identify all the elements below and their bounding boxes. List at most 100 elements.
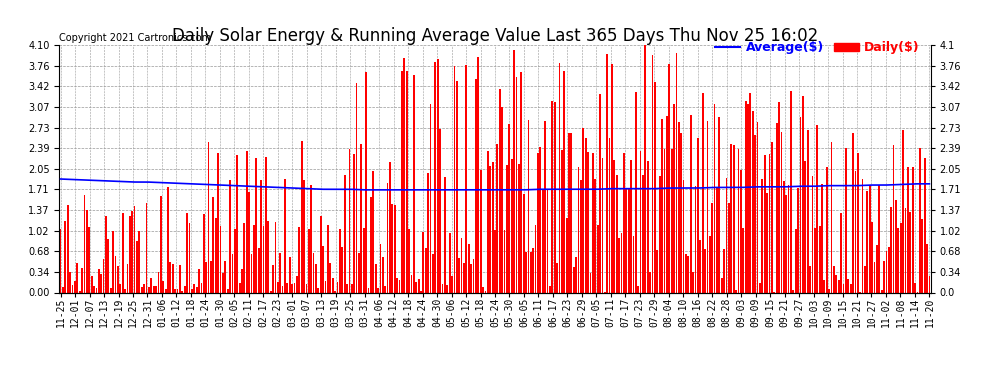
Bar bbox=[709, 236, 711, 292]
Bar bbox=[697, 138, 699, 292]
Bar bbox=[618, 238, 620, 292]
Bar bbox=[580, 180, 582, 292]
Bar bbox=[253, 225, 254, 292]
Bar bbox=[728, 204, 730, 292]
Bar bbox=[162, 281, 164, 292]
Bar bbox=[337, 282, 339, 292]
Bar bbox=[396, 278, 398, 292]
Bar bbox=[169, 262, 171, 292]
Bar bbox=[428, 172, 429, 292]
Bar bbox=[301, 141, 303, 292]
Bar bbox=[98, 269, 100, 292]
Bar bbox=[845, 148, 846, 292]
Bar bbox=[551, 101, 553, 292]
Bar bbox=[721, 278, 723, 292]
Bar bbox=[922, 219, 923, 292]
Bar bbox=[805, 161, 806, 292]
Bar bbox=[127, 264, 129, 292]
Bar bbox=[174, 288, 176, 292]
Bar bbox=[244, 223, 246, 292]
Bar bbox=[442, 284, 444, 292]
Bar bbox=[716, 187, 718, 292]
Bar bbox=[257, 249, 259, 292]
Bar bbox=[76, 263, 78, 292]
Bar bbox=[871, 222, 873, 292]
Bar bbox=[370, 197, 372, 292]
Bar bbox=[358, 253, 359, 292]
Bar bbox=[320, 216, 322, 292]
Bar bbox=[134, 206, 136, 292]
Bar bbox=[456, 81, 457, 292]
Bar bbox=[234, 229, 236, 292]
Bar bbox=[220, 226, 222, 292]
Bar bbox=[124, 290, 126, 292]
Bar bbox=[335, 291, 336, 292]
Bar bbox=[671, 149, 672, 292]
Bar bbox=[699, 240, 701, 292]
Bar bbox=[633, 236, 635, 292]
Bar bbox=[188, 223, 190, 292]
Bar bbox=[384, 286, 386, 292]
Bar bbox=[841, 213, 842, 292]
Bar bbox=[516, 77, 518, 292]
Bar bbox=[900, 223, 902, 292]
Bar bbox=[890, 207, 892, 292]
Bar bbox=[744, 101, 746, 292]
Bar bbox=[504, 230, 506, 292]
Bar bbox=[521, 72, 522, 292]
Bar bbox=[643, 175, 644, 292]
Bar bbox=[644, 45, 646, 292]
Bar bbox=[272, 266, 274, 292]
Bar bbox=[372, 171, 374, 292]
Bar bbox=[186, 213, 188, 292]
Bar bbox=[614, 160, 615, 292]
Bar bbox=[282, 285, 283, 292]
Bar bbox=[924, 158, 926, 292]
Bar bbox=[482, 287, 484, 292]
Bar bbox=[631, 160, 632, 292]
Bar bbox=[108, 239, 109, 292]
Bar bbox=[852, 133, 854, 292]
Bar bbox=[838, 279, 840, 292]
Bar bbox=[458, 258, 460, 292]
Bar bbox=[742, 228, 744, 292]
Bar bbox=[766, 193, 768, 292]
Bar bbox=[201, 283, 202, 292]
Bar bbox=[893, 145, 895, 292]
Bar bbox=[348, 149, 350, 292]
Bar bbox=[910, 212, 911, 292]
Bar bbox=[62, 287, 64, 292]
Bar bbox=[509, 124, 510, 292]
Bar bbox=[480, 170, 481, 292]
Bar bbox=[83, 195, 85, 292]
Bar bbox=[492, 162, 493, 292]
Bar bbox=[792, 290, 794, 292]
Bar bbox=[367, 288, 369, 292]
Bar bbox=[484, 291, 486, 292]
Bar bbox=[420, 291, 422, 292]
Bar bbox=[513, 50, 515, 292]
Bar bbox=[565, 217, 567, 292]
Bar bbox=[375, 264, 376, 292]
Bar bbox=[346, 284, 347, 292]
Bar bbox=[826, 167, 828, 292]
Bar bbox=[448, 233, 450, 292]
Bar bbox=[308, 229, 310, 292]
Bar bbox=[926, 244, 928, 292]
Bar bbox=[79, 291, 80, 292]
Bar bbox=[418, 279, 420, 292]
Bar bbox=[668, 64, 670, 292]
Bar bbox=[929, 276, 931, 292]
Bar bbox=[833, 266, 835, 292]
Bar bbox=[518, 164, 520, 292]
Bar bbox=[451, 276, 453, 292]
Bar bbox=[59, 229, 61, 292]
Bar bbox=[318, 288, 319, 292]
Bar bbox=[731, 144, 733, 292]
Bar bbox=[606, 54, 608, 292]
Bar bbox=[829, 290, 830, 292]
Bar bbox=[905, 208, 907, 292]
Bar bbox=[861, 180, 863, 292]
Bar bbox=[265, 157, 266, 292]
Bar bbox=[387, 183, 388, 292]
